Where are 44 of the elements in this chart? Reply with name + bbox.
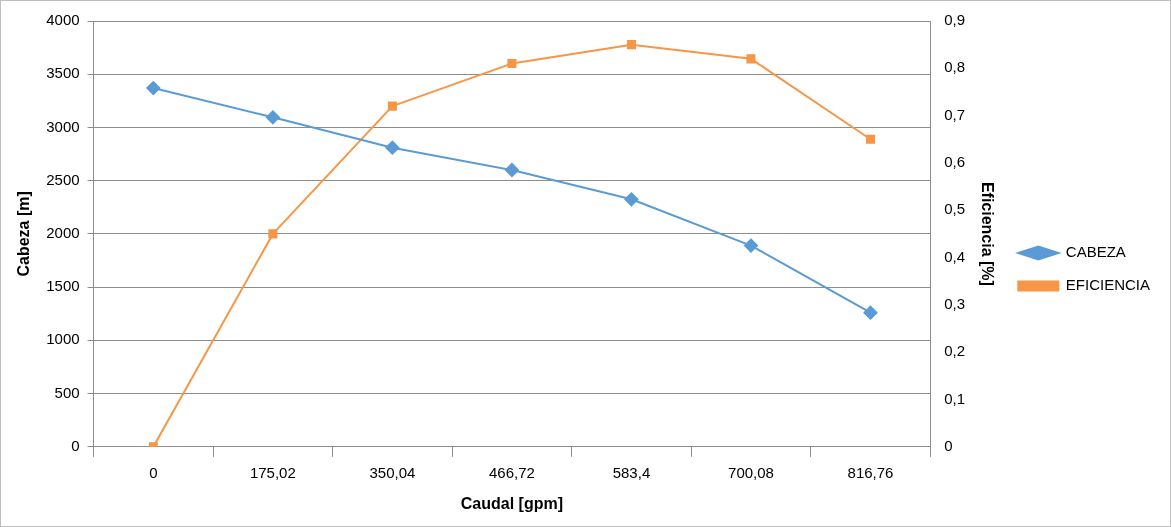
y2-tick-label: 0,5 [944,200,966,218]
point [385,140,400,155]
x-axis-title: Caudal [gpm] [460,494,564,512]
legend-label: EFICIENCIA [1065,276,1151,294]
y-tick-label: 1000 [46,330,80,348]
point [863,305,878,320]
y2-tick-label: 0,3 [944,295,966,313]
x-tick-label: 350,04 [369,463,416,481]
y2-tick-label: 0,9 [944,11,966,29]
legend-label: CABEZA [1065,243,1126,261]
y2-tick-label: 0,2 [944,342,966,360]
x-tick-label: 583,4 [612,463,651,481]
y-tick-label: 3000 [46,117,80,135]
y2-tick-label: 0,8 [944,58,966,76]
x-tick-label: 175,02 [249,463,296,481]
point [626,40,636,50]
y2-tick-label: 0 [944,436,953,454]
y-tick-label: 2000 [46,224,80,242]
y-tick-label: 3500 [46,64,80,82]
point [265,110,280,125]
point [504,163,519,178]
point [746,54,756,64]
y2-axis-title: Eficiencia [%] [979,181,997,286]
y-tick-label: 500 [54,383,80,401]
y-axis-title: Cabeza [m] [15,191,33,277]
point [507,59,517,69]
y2-tick-label: 0,7 [944,105,966,123]
point [387,101,397,111]
point [146,81,161,96]
y-tick-label: 2500 [46,170,80,188]
y2-tick-label: 0,4 [944,247,966,265]
y2-tick-label: 0,6 [944,153,966,171]
y-tick-label: 1500 [46,277,80,295]
x-tick-label: 816,76 [847,463,894,481]
y2-tick-label: 0,1 [944,389,966,407]
x-tick-label: 700,08 [728,463,774,481]
point [743,238,758,253]
point [865,134,876,144]
x-tick-label: 466,72 [488,463,535,481]
point [268,229,278,239]
x-tick-label: 0 [149,463,158,481]
point [624,192,639,207]
y-tick-label: 0 [71,436,80,454]
y-tick-label: 4000 [46,11,80,29]
